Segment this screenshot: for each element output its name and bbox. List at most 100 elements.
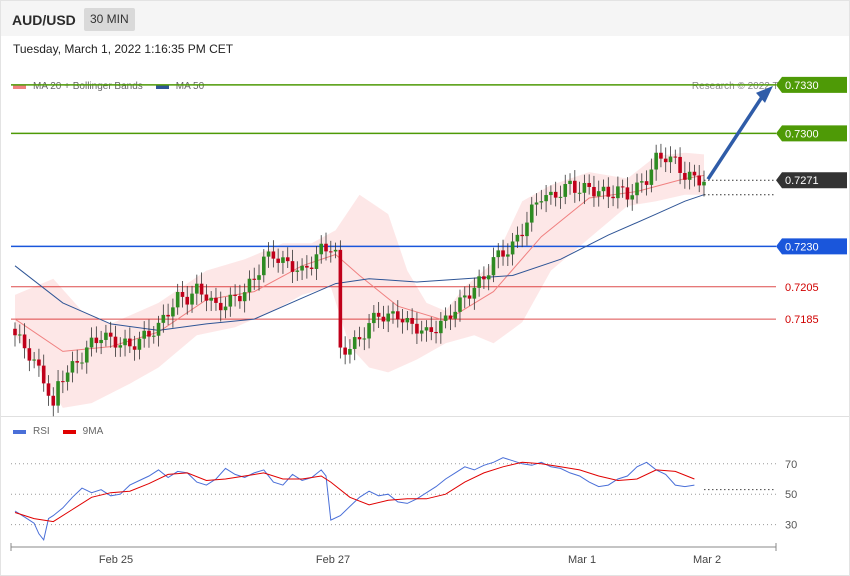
candle-body — [683, 172, 687, 180]
candle-body — [405, 317, 410, 323]
candle-body — [697, 175, 702, 186]
price-tag-text-0.7230: 0.7230 — [785, 241, 819, 253]
candle-body — [123, 338, 127, 346]
candle-body — [37, 359, 41, 366]
candle-body — [663, 158, 668, 163]
candle-body — [424, 327, 429, 331]
candle-body — [429, 327, 434, 332]
candle-body — [17, 334, 22, 336]
candle-body — [644, 181, 649, 185]
candle-body — [482, 276, 486, 280]
candle-body — [544, 195, 548, 202]
price-tag-0.7330 — [776, 76, 847, 93]
candle-body — [568, 180, 572, 185]
candle-body — [534, 202, 539, 205]
price-tag-text-0.7330: 0.7330 — [785, 80, 819, 92]
candle-body — [56, 381, 60, 406]
ma50-legend-swatch — [155, 84, 169, 89]
candle-body — [515, 234, 520, 242]
candle-body — [362, 338, 367, 340]
candle-body — [687, 171, 692, 180]
candle-body — [223, 306, 228, 311]
rsi-legend: RSI 9MA — [13, 426, 103, 437]
candle-body — [419, 330, 424, 334]
candle-body — [376, 312, 381, 317]
candle-body — [549, 191, 553, 196]
candle-body — [510, 241, 515, 255]
rsi-ma-legend-label: 9MA — [82, 426, 104, 437]
candle-body — [209, 297, 213, 301]
candle-body — [338, 249, 343, 348]
candle-body — [271, 251, 276, 259]
candle-body — [108, 332, 113, 337]
candle-body — [391, 311, 395, 314]
candle-body — [61, 381, 65, 383]
candle-body — [238, 295, 242, 302]
candle-body — [587, 182, 591, 187]
candle-body — [218, 302, 223, 311]
candle-body — [328, 251, 333, 253]
candle-body — [625, 187, 630, 200]
candle-body — [199, 283, 204, 295]
timeframe-badge[interactable]: 30 MIN — [84, 8, 135, 31]
candle-body — [372, 312, 376, 324]
ma50-legend-label: MA 50 — [175, 81, 205, 92]
candle-body — [300, 265, 304, 271]
candle-body — [702, 181, 706, 186]
candle-body — [386, 313, 391, 322]
forecast-arrow-head — [756, 85, 773, 103]
candle-body — [649, 169, 654, 185]
candle-body — [314, 254, 319, 269]
x-tick-label: Mar 1 — [568, 554, 596, 566]
candle-body — [467, 295, 472, 299]
candle-body — [137, 338, 142, 350]
candle-body — [180, 291, 185, 297]
candle-body — [520, 234, 524, 237]
candle-body — [94, 337, 99, 344]
symbol-label: AUD/USD — [12, 12, 76, 28]
candle-body — [630, 195, 635, 200]
candle-body — [128, 338, 132, 347]
candle-body — [195, 283, 199, 294]
candle-body — [692, 171, 697, 176]
candle-body — [673, 156, 678, 158]
candle-body — [27, 348, 32, 361]
panel-divider — [1, 416, 849, 417]
candle-body — [118, 345, 123, 348]
candle-body — [80, 362, 84, 364]
price-tag-text-0.7300: 0.7300 — [785, 128, 819, 140]
candle-body — [13, 328, 17, 336]
candle-body — [84, 347, 89, 363]
candle-body — [70, 361, 75, 373]
candle-body — [415, 323, 419, 334]
price-label-0.7205: 0.7205 — [785, 282, 819, 294]
candle-body — [190, 293, 194, 305]
rsi-tick-label-70: 70 — [785, 459, 797, 471]
candle-body — [151, 335, 156, 337]
candle-body — [601, 186, 606, 192]
price-tag-0.7230 — [776, 238, 847, 255]
rsi-legend-swatch — [13, 429, 26, 434]
candle-body — [185, 296, 190, 305]
candles-group — [13, 143, 706, 417]
candle-body — [171, 307, 175, 317]
candle-body — [506, 254, 510, 257]
candle-body — [99, 339, 103, 344]
candle-body — [309, 267, 314, 269]
candle-body — [285, 257, 290, 262]
candle-body — [577, 192, 582, 194]
candle-body — [616, 186, 620, 199]
rsi-series-RSI — [14, 457, 695, 542]
candle-body — [75, 361, 80, 363]
candle-body — [305, 265, 309, 268]
candle-body — [276, 258, 280, 263]
candle-body — [281, 257, 285, 263]
candle-body — [606, 186, 611, 197]
copyright-text: Research © 2022 Trading Central — [691, 81, 841, 92]
candle-body — [166, 314, 170, 317]
price-tag-0.7271 — [776, 172, 847, 189]
candle-body — [539, 201, 544, 203]
candle-body — [668, 156, 673, 163]
x-tick-label: Feb 25 — [99, 554, 133, 566]
candle-body — [290, 261, 295, 272]
